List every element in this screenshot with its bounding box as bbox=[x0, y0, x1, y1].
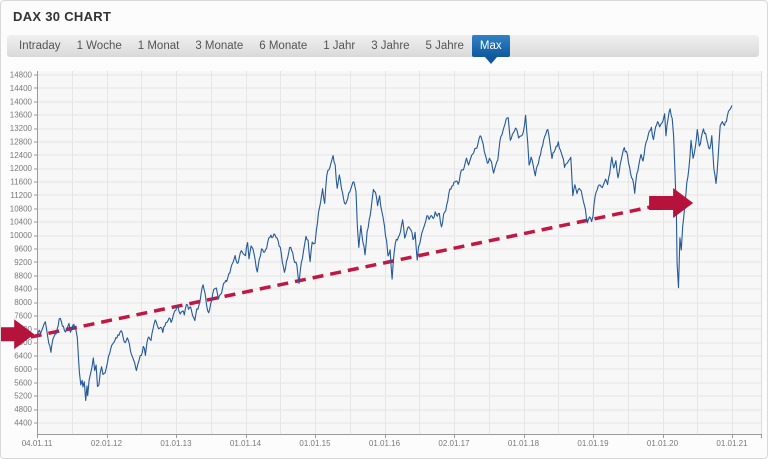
svg-text:13600: 13600 bbox=[10, 111, 33, 120]
svg-text:14400: 14400 bbox=[10, 84, 33, 93]
svg-text:02.01.17: 02.01.17 bbox=[438, 439, 470, 448]
timeframe-tabbar: Intraday 1 Woche 1 Monat 3 Monate 6 Monate 1 … bbox=[7, 35, 759, 64]
svg-text:11600: 11600 bbox=[10, 178, 32, 187]
svg-text:6000: 6000 bbox=[14, 365, 32, 374]
svg-text:01.01.13: 01.01.13 bbox=[160, 439, 192, 448]
tab-1-woche[interactable]: 1 Woche bbox=[76, 40, 122, 52]
tab-3-jahre[interactable]: 3 Jahre bbox=[371, 40, 410, 52]
svg-text:9600: 9600 bbox=[14, 245, 32, 254]
svg-text:04.01.11: 04.01.11 bbox=[22, 439, 53, 448]
svg-text:6400: 6400 bbox=[14, 352, 32, 361]
svg-text:01.01.19: 01.01.19 bbox=[577, 439, 609, 448]
svg-text:7600: 7600 bbox=[14, 311, 32, 320]
svg-text:01.01.15: 01.01.15 bbox=[299, 439, 331, 448]
svg-text:10000: 10000 bbox=[10, 231, 33, 240]
svg-text:11200: 11200 bbox=[10, 191, 32, 200]
trend-line bbox=[30, 205, 652, 339]
left-arrow-annotation bbox=[1, 319, 35, 350]
svg-text:14000: 14000 bbox=[10, 97, 33, 106]
tab-1-jahr[interactable]: 1 Jahr bbox=[323, 40, 356, 52]
tab-3-monate[interactable]: 3 Monate bbox=[195, 40, 244, 52]
svg-text:12400: 12400 bbox=[10, 151, 33, 160]
tab-5-jahre[interactable]: 5 Jahre bbox=[425, 40, 464, 52]
grid bbox=[37, 71, 762, 434]
right-arrow-annotation bbox=[649, 188, 694, 218]
tab-6-monate[interactable]: 6 Monate bbox=[259, 40, 308, 52]
svg-text:12000: 12000 bbox=[10, 164, 33, 173]
tab-max[interactable]: Max bbox=[471, 35, 510, 64]
tab-intraday[interactable]: Intraday bbox=[19, 40, 61, 52]
active-tab-pointer-icon bbox=[484, 57, 497, 64]
svg-text:5600: 5600 bbox=[14, 378, 32, 387]
svg-text:8800: 8800 bbox=[14, 271, 32, 280]
svg-text:8000: 8000 bbox=[14, 298, 32, 307]
plot-area bbox=[37, 71, 761, 434]
dax-series-line bbox=[36, 105, 733, 402]
svg-text:10800: 10800 bbox=[10, 204, 33, 213]
svg-text:5200: 5200 bbox=[14, 392, 32, 401]
svg-text:4800: 4800 bbox=[14, 405, 32, 414]
svg-text:01.01.16: 01.01.16 bbox=[369, 439, 401, 448]
svg-text:01.01.14: 01.01.14 bbox=[230, 439, 262, 448]
page-title: DAX 30 CHART bbox=[13, 9, 112, 24]
svg-text:13200: 13200 bbox=[10, 124, 33, 133]
y-axis-labels: 4400480052005600600064006800720076008000… bbox=[10, 71, 33, 428]
x-axis-labels: 04.01.11 02.01.12 01.01.13 01.01.14 01.01.15… bbox=[22, 439, 748, 448]
tab-1-monat[interactable]: 1 Monat bbox=[137, 40, 180, 52]
svg-text:8400: 8400 bbox=[14, 285, 32, 294]
svg-text:12800: 12800 bbox=[10, 137, 33, 146]
svg-text:02.01.12: 02.01.12 bbox=[91, 439, 123, 448]
svg-text:9200: 9200 bbox=[14, 258, 32, 267]
svg-text:4400: 4400 bbox=[14, 419, 32, 428]
svg-text:01.01.21: 01.01.21 bbox=[716, 439, 748, 448]
svg-text:10400: 10400 bbox=[10, 218, 33, 227]
axes bbox=[34, 71, 762, 438]
svg-text:01.01.20: 01.01.20 bbox=[647, 439, 679, 448]
svg-text:01.01.18: 01.01.18 bbox=[508, 439, 540, 448]
svg-text:14800: 14800 bbox=[10, 71, 33, 80]
svg-text:6800: 6800 bbox=[14, 338, 32, 347]
